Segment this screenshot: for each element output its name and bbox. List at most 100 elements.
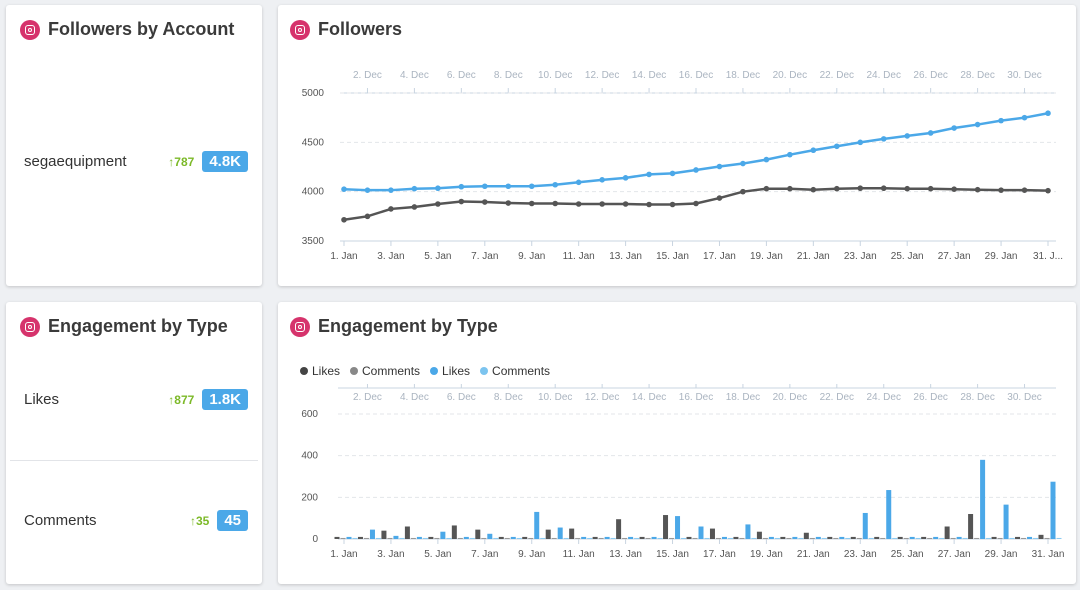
bar	[375, 537, 381, 539]
top-axis-label: 14. Dec	[632, 70, 666, 81]
data-point	[458, 183, 465, 190]
x-axis-label: 3. Jan	[377, 549, 404, 560]
bar	[774, 537, 780, 539]
x-axis-label: 25. Jan	[891, 251, 924, 262]
data-point	[388, 206, 394, 212]
x-axis-label: 29. Jan	[985, 251, 1018, 262]
bar	[387, 537, 393, 539]
top-axis-label: 6. Dec	[447, 70, 476, 81]
legend-item[interactable]: Likes	[430, 364, 470, 378]
data-point	[411, 185, 418, 192]
bar	[422, 537, 428, 539]
data-point	[552, 200, 558, 207]
legend-dot	[300, 367, 308, 375]
legend-item[interactable]: Likes	[300, 364, 340, 378]
bar	[986, 537, 992, 539]
x-axis-label: 29. Jan	[985, 549, 1018, 560]
x-axis-label: 11. Jan	[563, 251, 595, 262]
legend-item[interactable]: Comments	[350, 364, 420, 378]
likes-delta: ↑877	[168, 392, 195, 407]
top-axis-label: 8. Dec	[494, 392, 523, 403]
bar	[1027, 536, 1033, 539]
x-axis-label: 13. Jan	[609, 251, 642, 262]
legend-label: Comments	[362, 364, 421, 378]
instagram-icon	[290, 19, 310, 40]
bar	[751, 537, 757, 539]
bar	[381, 530, 387, 539]
bar	[399, 537, 405, 539]
y-axis-label: 4000	[302, 187, 325, 198]
data-point	[1045, 187, 1051, 194]
bar	[457, 537, 463, 539]
bar	[845, 537, 851, 539]
bar	[587, 537, 593, 539]
bar	[610, 537, 616, 539]
bar	[463, 536, 469, 539]
bar	[481, 537, 487, 539]
bar	[821, 537, 827, 539]
card-title: Engagement by Type	[290, 316, 498, 337]
y-axis-label: 400	[301, 451, 318, 462]
y-axis-label: 5000	[302, 88, 325, 99]
bar	[756, 531, 762, 539]
likes-row[interactable]: Likes ↑877 1.8K	[6, 389, 262, 410]
data-point	[693, 167, 699, 173]
engagement-chart-card: Engagement by Type Likes Comments Likes …	[278, 302, 1076, 584]
bar	[522, 536, 528, 539]
data-point	[857, 185, 864, 192]
data-point	[927, 185, 934, 192]
top-axis-label: 6. Dec	[447, 392, 476, 403]
legend-label: Likes	[312, 364, 341, 378]
bar	[645, 537, 651, 539]
bar	[493, 537, 499, 539]
x-axis-label: 13. Jan	[609, 549, 642, 560]
bar	[727, 537, 733, 539]
data-point	[951, 186, 957, 192]
card-title-text: Followers	[318, 19, 403, 39]
bar	[745, 524, 751, 539]
y-axis-label: 600	[301, 409, 318, 420]
top-axis-label: 2. Dec	[353, 70, 382, 81]
top-axis-label: 20. Dec	[773, 392, 807, 403]
likes-badge: 1.8K	[202, 389, 248, 410]
top-axis-label: 26. Dec	[913, 70, 947, 81]
data-point	[927, 130, 934, 136]
bar	[451, 525, 457, 539]
bar	[639, 536, 645, 539]
engagement-bar-chart[interactable]: 2. Dec 4. Dec 6. Dec 8. Dec 10. Dec 12. Dec 14…	[278, 302, 1076, 584]
top-axis-label: 16. Dec	[679, 392, 713, 403]
account-row[interactable]: segaequipment ↑787 4.8K	[6, 151, 262, 172]
bar	[1033, 537, 1039, 539]
data-point	[528, 200, 535, 207]
top-axis-label: 10. Dec	[538, 70, 572, 81]
data-point	[341, 186, 347, 192]
x-axis-label: 11. Jan	[563, 549, 595, 560]
bar	[715, 537, 721, 539]
bar	[1021, 537, 1027, 539]
comments-delta: ↑35	[189, 513, 210, 528]
data-point	[810, 186, 817, 193]
bar	[581, 536, 587, 539]
bar	[886, 490, 892, 539]
bar	[868, 537, 874, 539]
bar	[880, 537, 886, 539]
bar	[1044, 537, 1050, 539]
top-axis-label: 18. Dec	[726, 70, 760, 81]
data-point	[599, 177, 605, 183]
bar	[962, 537, 968, 539]
followers-line-chart[interactable]: 2. Dec 4. Dec 6. Dec 8. Dec 10. Dec 12. Dec 14…	[278, 5, 1076, 286]
bar	[340, 537, 346, 539]
legend-dot	[430, 367, 439, 375]
x-axis-label: 21. Jan	[797, 549, 830, 560]
legend-item[interactable]: Comments	[480, 364, 550, 378]
y-axis-label: 0	[312, 534, 318, 545]
data-point	[810, 147, 817, 154]
top-axis-label: 8. Dec	[494, 70, 523, 81]
data-point	[716, 163, 723, 170]
card-title: Engagement by Type	[20, 316, 228, 337]
comments-row[interactable]: Comments ↑35 45	[6, 510, 262, 531]
bar	[487, 533, 493, 539]
data-point	[388, 187, 394, 193]
instagram-icon	[20, 316, 40, 337]
data-point	[740, 160, 746, 167]
